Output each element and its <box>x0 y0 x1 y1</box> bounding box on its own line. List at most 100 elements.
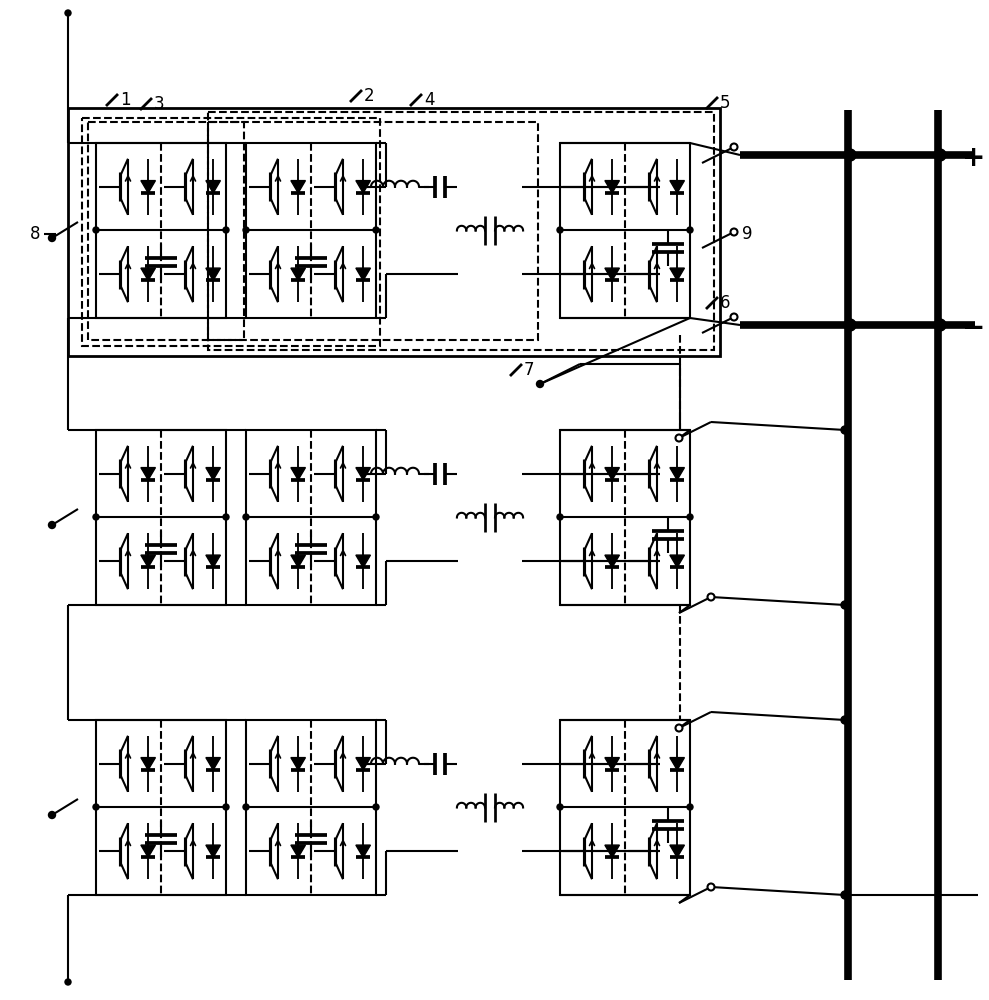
Bar <box>68 108 720 356</box>
Polygon shape <box>605 758 619 770</box>
Circle shape <box>675 434 682 442</box>
Circle shape <box>731 143 738 150</box>
Circle shape <box>93 514 99 520</box>
Polygon shape <box>670 555 684 567</box>
Polygon shape <box>356 845 371 857</box>
Circle shape <box>223 227 229 233</box>
Polygon shape <box>670 468 684 480</box>
Bar <box>96 430 226 605</box>
Polygon shape <box>356 468 371 480</box>
Bar <box>246 720 376 895</box>
Circle shape <box>731 314 738 320</box>
Polygon shape <box>670 758 684 770</box>
Polygon shape <box>291 845 306 857</box>
Polygon shape <box>291 268 306 280</box>
Circle shape <box>844 319 856 331</box>
Bar <box>208 112 714 350</box>
Circle shape <box>373 227 379 233</box>
Polygon shape <box>356 181 371 193</box>
Text: −: − <box>962 314 985 342</box>
Polygon shape <box>605 555 619 567</box>
Circle shape <box>934 319 946 331</box>
Polygon shape <box>206 845 221 857</box>
Circle shape <box>707 593 714 600</box>
Polygon shape <box>206 758 221 770</box>
Text: +: + <box>962 144 985 172</box>
Circle shape <box>687 227 693 233</box>
Circle shape <box>223 804 229 810</box>
Polygon shape <box>605 845 619 857</box>
Polygon shape <box>206 555 221 567</box>
Bar <box>96 143 226 318</box>
Circle shape <box>841 601 849 609</box>
Bar <box>246 430 376 605</box>
Bar <box>88 122 244 340</box>
Circle shape <box>841 716 849 724</box>
Polygon shape <box>206 268 221 280</box>
Circle shape <box>841 891 849 899</box>
Circle shape <box>243 514 249 520</box>
Bar <box>560 143 690 318</box>
Text: 8: 8 <box>30 225 41 243</box>
Text: 5: 5 <box>720 94 731 112</box>
Circle shape <box>243 227 249 233</box>
Polygon shape <box>356 758 371 770</box>
Polygon shape <box>140 845 155 857</box>
Polygon shape <box>140 268 155 280</box>
Polygon shape <box>670 181 684 193</box>
Circle shape <box>243 804 249 810</box>
Bar <box>246 143 376 318</box>
Polygon shape <box>291 555 306 567</box>
Polygon shape <box>291 758 306 770</box>
Circle shape <box>844 149 856 161</box>
Polygon shape <box>140 468 155 480</box>
Polygon shape <box>140 555 155 567</box>
Circle shape <box>65 10 71 16</box>
Circle shape <box>557 514 563 520</box>
Circle shape <box>557 804 563 810</box>
Polygon shape <box>291 468 306 480</box>
Text: 3: 3 <box>154 95 164 113</box>
Polygon shape <box>206 181 221 193</box>
Circle shape <box>536 380 544 387</box>
Circle shape <box>687 804 693 810</box>
Circle shape <box>934 149 946 161</box>
Polygon shape <box>605 268 619 280</box>
Text: 9: 9 <box>742 225 753 243</box>
Bar <box>560 430 690 605</box>
Polygon shape <box>605 181 619 193</box>
Circle shape <box>373 804 379 810</box>
Circle shape <box>707 884 714 890</box>
Polygon shape <box>206 468 221 480</box>
Bar <box>208 122 538 340</box>
Polygon shape <box>291 181 306 193</box>
Circle shape <box>731 229 738 235</box>
Bar <box>560 720 690 895</box>
Circle shape <box>48 234 55 241</box>
Bar <box>96 720 226 895</box>
Text: 7: 7 <box>524 361 534 379</box>
Circle shape <box>65 979 71 985</box>
Circle shape <box>675 724 682 732</box>
Bar <box>82 118 380 346</box>
Circle shape <box>841 426 849 434</box>
Circle shape <box>223 514 229 520</box>
Polygon shape <box>670 268 684 280</box>
Polygon shape <box>605 468 619 480</box>
Polygon shape <box>140 181 155 193</box>
Circle shape <box>93 227 99 233</box>
Circle shape <box>48 522 55 528</box>
Polygon shape <box>356 555 371 567</box>
Circle shape <box>373 514 379 520</box>
Polygon shape <box>140 758 155 770</box>
Text: 4: 4 <box>424 91 434 109</box>
Circle shape <box>557 227 563 233</box>
Text: 2: 2 <box>364 87 375 105</box>
Text: 6: 6 <box>720 294 731 312</box>
Text: 1: 1 <box>120 91 131 109</box>
Polygon shape <box>356 268 371 280</box>
Circle shape <box>93 804 99 810</box>
Polygon shape <box>670 845 684 857</box>
Circle shape <box>48 812 55 818</box>
Circle shape <box>687 514 693 520</box>
